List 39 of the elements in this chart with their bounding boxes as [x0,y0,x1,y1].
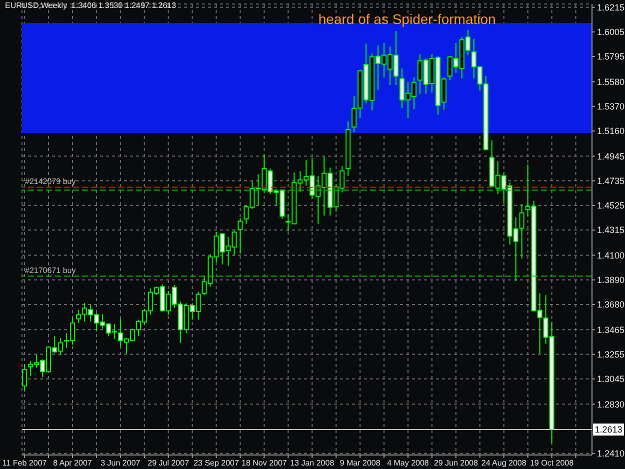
x-tick-label: 18 Nov 2007 [242,458,288,468]
y-tick-label: 1.4315 [597,225,625,236]
x-tick-label: 23 Sep 2007 [194,458,240,468]
y-tick-label: 1.6215 [597,2,625,12]
y-tick-label: 1.2410 [597,448,625,459]
y-tick-label: 1.4525 [597,200,625,211]
x-tick-label: 9 Mar 2008 [340,458,381,468]
y-tick-label: 1.3680 [597,300,625,310]
x-tick-label: 11 Feb 2007 [2,458,48,468]
y-tick-label: 1.5795 [597,52,625,62]
x-tick-label: 24 Aug 2008 [481,458,527,468]
ref-line-label: #2170671 buy [25,266,76,276]
x-tick-label: 29 Jul 2007 [148,458,190,468]
x-tick-label: 29 Jun 2008 [434,458,478,468]
candlestick [519,204,524,260]
ref-line-label: #2142079 buy [25,177,76,186]
candlestick [22,364,28,392]
y-tick-label: 1.4735 [597,176,625,186]
y-tick-label: 1.6005 [597,27,625,38]
x-tick-label: 13 Jan 2008 [290,458,335,468]
x-tick-label: 8 Apr 2007 [53,458,92,468]
candlestick [76,309,81,324]
x-tick-label: 3 Jun 2007 [100,458,141,468]
chart-title: EURUSD,Weekly 1.3406 1.3530 1.2497 1.2613 [5,1,176,10]
y-tick-label: 1.3465 [597,324,625,335]
y-tick-label: 1.4945 [597,151,625,162]
band-label: heard of as Spider-formation [318,10,496,27]
y-tick-label: 1.3890 [597,275,625,286]
y-tick-label: 1.5370 [597,102,625,112]
x-tick-label: 19 Oct 2008 [530,458,574,468]
y-tick-label: 1.3255 [597,349,625,360]
x-tick-label: 4 May 2008 [387,458,430,468]
y-tick-label: 1.2830 [597,399,625,410]
y-tick-label: 1.5160 [597,126,625,136]
candlestick [238,218,243,254]
y-tick-label: 1.4100 [597,250,625,260]
ref-line-label: 1.2613 [594,424,622,435]
y-tick-label: 1.5580 [597,76,625,87]
y-tick-label: 1.3045 [597,374,625,384]
